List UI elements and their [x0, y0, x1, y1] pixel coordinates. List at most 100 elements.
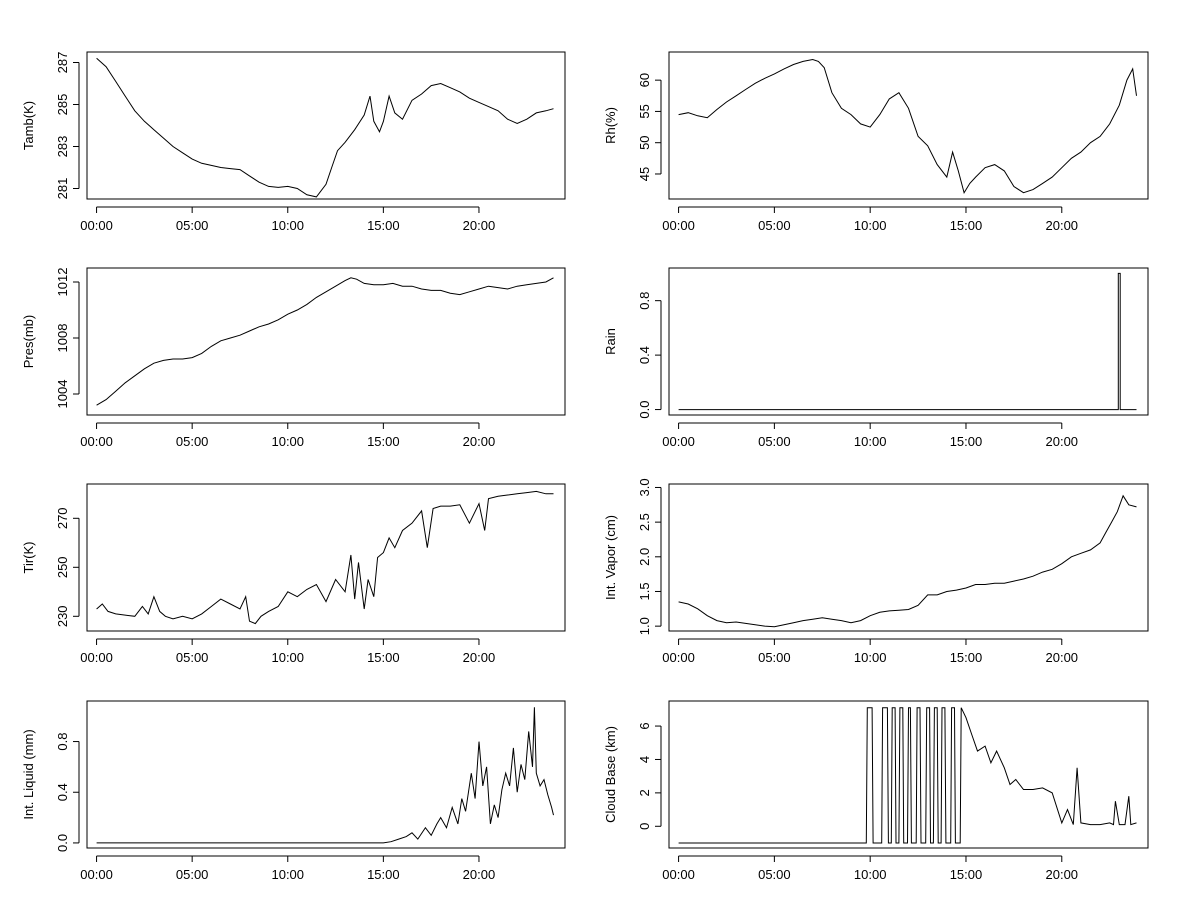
panel-6: 00:00 05:00 10:00 15:00 20:00 0.0 0.4 0.8 Int. L…	[21, 700, 566, 882]
y-tick-label: 1012	[55, 268, 70, 297]
panel-1: 00:00 05:00 10:00 15:00 20:00 45 50 55 60 Rh(%)	[603, 51, 1149, 233]
x-tick-label: 00:00	[80, 218, 113, 233]
y-tick-label: 0.4	[55, 783, 70, 801]
y-axis-label: Pres(mb)	[21, 315, 36, 368]
x-tick-label: 05:00	[176, 218, 209, 233]
y-tick-label: 283	[55, 136, 70, 158]
x-tick-label: 05:00	[176, 434, 209, 449]
y-tick-label: 287	[55, 52, 70, 74]
y-tick-label: 55	[637, 104, 652, 118]
x-tick-label: 20:00	[463, 650, 496, 665]
x-tick-label: 05:00	[176, 650, 209, 665]
y-tick-label: 2.0	[637, 548, 652, 566]
x-tick-label: 15:00	[950, 650, 983, 665]
y-tick-label: 2.5	[637, 513, 652, 531]
plot-frame	[86, 483, 566, 632]
y-tick-label: 60	[637, 73, 652, 87]
series-line-0	[96, 57, 554, 198]
y-tick-label: 230	[55, 605, 70, 627]
x-tick-label: 20:00	[1046, 434, 1079, 449]
x-tick-label: 10:00	[271, 218, 304, 233]
x-tick-label: 20:00	[463, 867, 496, 882]
x-tick-label: 00:00	[80, 867, 113, 882]
x-tick-label: 00:00	[662, 434, 695, 449]
y-tick-label: 250	[55, 556, 70, 578]
series-line-0	[96, 707, 554, 844]
y-tick-label: 270	[55, 507, 70, 529]
series-line-0	[96, 490, 554, 625]
panel-4: 00:00 05:00 10:00 15:00 20:00 230 250 270 Tir(K)	[21, 483, 566, 665]
x-tick-label: 10:00	[271, 650, 304, 665]
x-tick-label: 20:00	[1046, 650, 1079, 665]
plot-frame	[86, 267, 566, 416]
x-tick-label: 15:00	[950, 218, 983, 233]
plot-frame	[86, 700, 566, 849]
y-tick-label: 1004	[55, 380, 70, 409]
x-tick-label: 15:00	[367, 218, 400, 233]
y-axis-label: Rain	[603, 328, 618, 355]
x-tick-label: 05:00	[758, 867, 791, 882]
x-tick-label: 05:00	[758, 218, 791, 233]
x-tick-label: 15:00	[950, 434, 983, 449]
y-tick-label: 0	[637, 823, 652, 830]
y-tick-label: 0.0	[55, 834, 70, 852]
plot-frame	[668, 51, 1149, 200]
y-tick-label: 45	[637, 167, 652, 181]
x-tick-label: 15:00	[367, 867, 400, 882]
y-tick-label: 6	[637, 722, 652, 729]
x-tick-label: 10:00	[271, 434, 304, 449]
y-tick-label: 3.0	[637, 478, 652, 496]
plot-frame	[668, 700, 1149, 849]
y-tick-label: 1008	[55, 324, 70, 353]
panel-2: 00:00 05:00 10:00 15:00 20:00 1004 1008 1012 Pre…	[21, 267, 566, 449]
y-tick-label: 0.8	[637, 292, 652, 310]
y-axis-label: Int. Liquid (mm)	[21, 729, 36, 819]
x-tick-label: 00:00	[662, 218, 695, 233]
x-tick-label: 20:00	[463, 434, 496, 449]
panel-5: 00:00 05:00 10:00 15:00 20:00 1.0 1.5 2.0 2.5 3.0…	[603, 478, 1149, 665]
x-tick-label: 00:00	[80, 434, 113, 449]
series-line-0	[96, 277, 554, 406]
panel-7: 00:00 05:00 10:00 15:00 20:00 0 2 4 6 Cloud Base …	[603, 700, 1149, 882]
x-tick-label: 20:00	[1046, 867, 1079, 882]
x-tick-label: 00:00	[662, 867, 695, 882]
y-tick-label: 1.5	[637, 582, 652, 600]
y-tick-label: 2	[637, 789, 652, 796]
x-tick-label: 05:00	[758, 650, 791, 665]
plot-frame	[668, 483, 1149, 632]
y-axis-label: Int. Vapor (cm)	[603, 515, 618, 600]
series-line-0	[678, 58, 1137, 194]
y-axis-label: Tir(K)	[21, 541, 36, 573]
y-tick-label: 50	[637, 135, 652, 149]
y-tick-label: 0.4	[637, 346, 652, 364]
x-tick-label: 20:00	[1046, 218, 1079, 233]
x-tick-label: 15:00	[367, 434, 400, 449]
x-tick-label: 10:00	[854, 218, 887, 233]
y-axis-label: Cloud Base (km)	[603, 726, 618, 823]
x-tick-label: 00:00	[662, 650, 695, 665]
x-tick-label: 00:00	[80, 650, 113, 665]
x-tick-label: 10:00	[854, 434, 887, 449]
series-line-0	[678, 272, 1137, 411]
x-tick-label: 20:00	[463, 218, 496, 233]
x-tick-label: 10:00	[854, 650, 887, 665]
y-tick-label: 281	[55, 178, 70, 200]
y-axis-label: Rh(%)	[603, 107, 618, 144]
x-tick-label: 05:00	[758, 434, 791, 449]
x-tick-label: 10:00	[854, 867, 887, 882]
y-tick-label: 285	[55, 94, 70, 116]
x-tick-label: 15:00	[950, 867, 983, 882]
x-tick-label: 15:00	[367, 650, 400, 665]
series-line-0	[678, 707, 1137, 844]
series-line-0	[678, 494, 1137, 628]
y-tick-label: 0.0	[637, 401, 652, 419]
y-axis-label: Tamb(K)	[21, 101, 36, 150]
plot-frame	[86, 51, 566, 200]
y-tick-label: 1.0	[637, 617, 652, 635]
x-tick-label: 10:00	[271, 867, 304, 882]
panel-3: 00:00 05:00 10:00 15:00 20:00 0.0 0.4 0.8 Rain	[603, 267, 1149, 449]
plot-frame	[668, 267, 1149, 416]
panel-0: 00:00 05:00 10:00 15:00 20:00 281 283 285 287 Tam…	[21, 51, 566, 233]
y-tick-label: 0.8	[55, 733, 70, 751]
